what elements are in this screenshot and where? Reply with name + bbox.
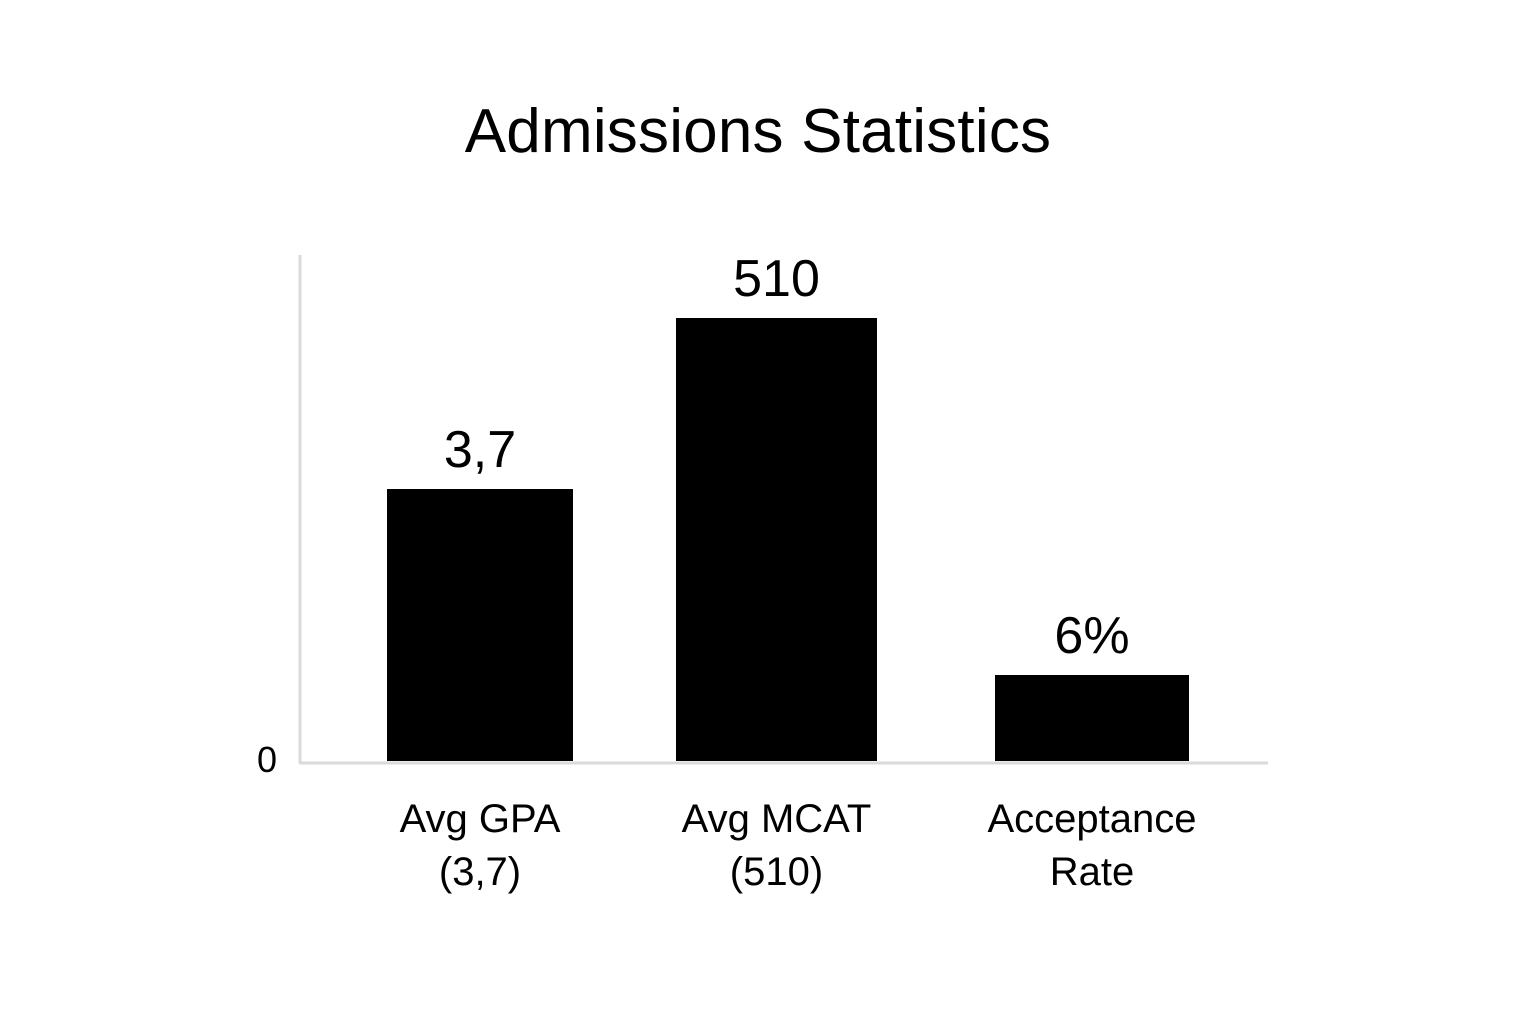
data-label-1: 510: [733, 250, 820, 308]
category-label-1-line-0: Avg MCAT: [682, 797, 872, 841]
data-labels: 3,7 510 6%: [444, 250, 1130, 665]
category-label-1-line-1: (510): [730, 850, 823, 894]
bar-1: [676, 318, 877, 761]
category-labels: Avg GPA (3,7) Avg MCAT (510) Acceptance Rate: [400, 797, 1197, 894]
data-label-0: 3,7: [444, 421, 516, 479]
chart-axes: [298, 255, 1268, 765]
y-tick-label-0: 0: [257, 739, 277, 780]
category-label-2-line-1: Rate: [1050, 850, 1135, 894]
y-tick-labels: 0: [257, 739, 277, 780]
bar-0: [387, 489, 573, 761]
category-label-2-line-0: Acceptance: [987, 797, 1196, 841]
category-label-0-line-1: (3,7): [439, 850, 521, 894]
data-label-2: 6%: [1054, 607, 1129, 665]
bars: [387, 318, 1189, 761]
category-label-0-line-0: Avg GPA: [400, 797, 561, 841]
chart-title: Admissions Statistics: [464, 97, 1052, 166]
bar-2: [995, 675, 1189, 761]
